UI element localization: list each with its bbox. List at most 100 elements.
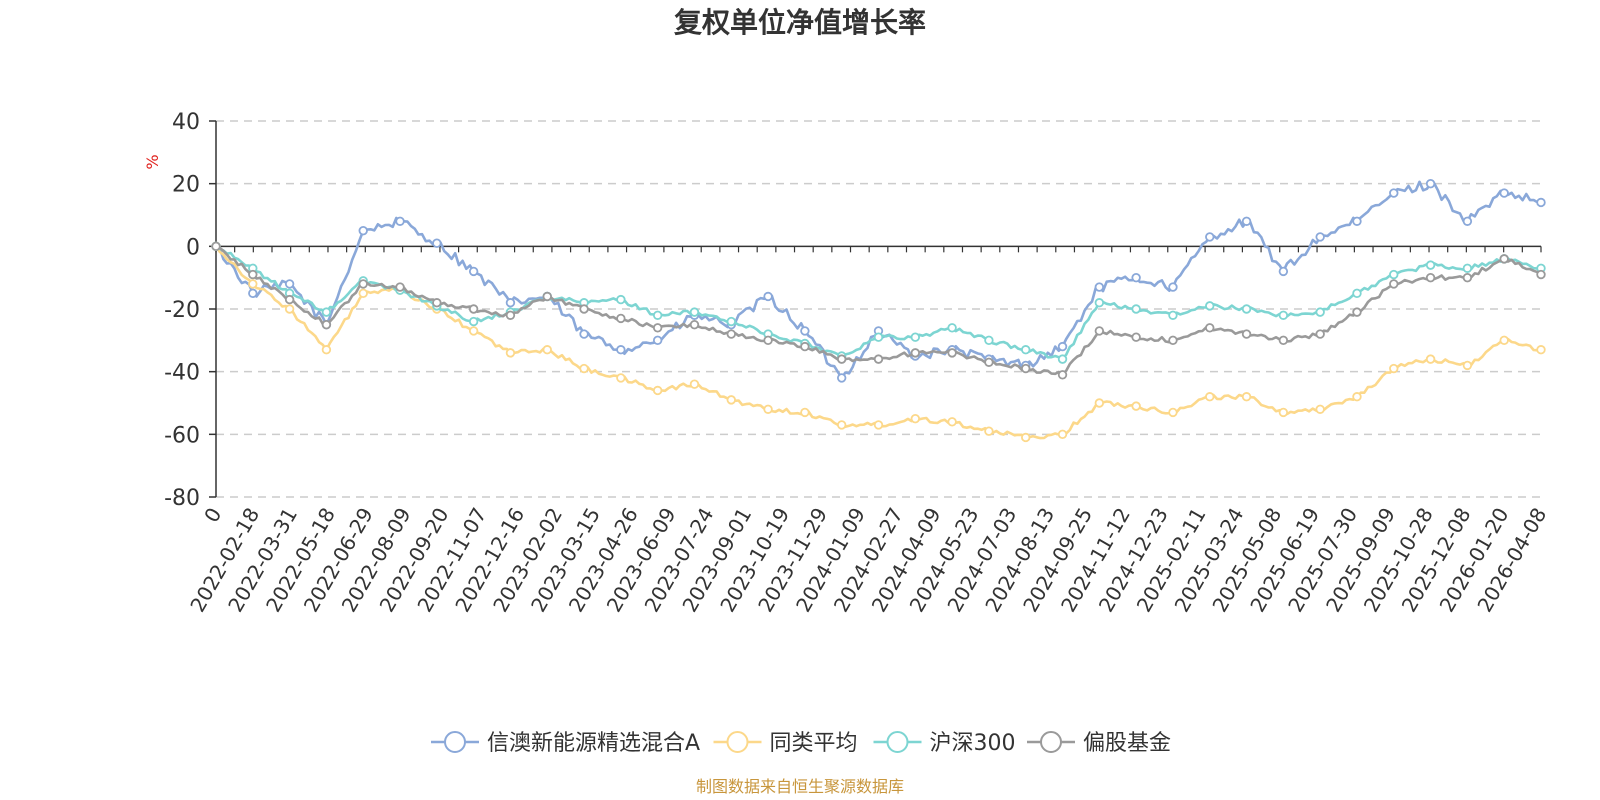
data-point[interactable] [542,291,552,302]
data-point[interactable] [1205,323,1215,333]
data-point[interactable] [800,326,810,336]
data-point[interactable] [432,298,442,308]
legend-item[interactable]: 沪深300 [873,731,1016,756]
data-point[interactable] [689,307,700,317]
data-point[interactable] [1315,329,1325,339]
data-point[interactable] [947,417,957,427]
data-point[interactable] [1278,335,1289,346]
data-point[interactable] [1057,370,1068,380]
data-point[interactable] [542,345,552,355]
data-point[interactable] [1462,216,1473,226]
data-point[interactable] [1536,345,1546,355]
legend[interactable]: 信澳新能源精选混合A 同类平均 沪深300 偏股基金 [431,731,1171,756]
data-point[interactable] [358,225,368,236]
data-point[interactable] [284,294,295,305]
data-point[interactable] [1352,216,1362,226]
data-point[interactable] [947,323,957,333]
data-point[interactable] [284,279,295,289]
data-point[interactable] [616,294,626,305]
data-point[interactable] [432,238,442,248]
legend-item[interactable]: 同类平均 [713,731,858,756]
data-point[interactable] [726,329,736,339]
data-point[interactable] [984,335,994,346]
data-point[interactable] [468,266,479,277]
data-point[interactable] [763,404,773,414]
data-point[interactable] [652,310,663,320]
data-point[interactable] [652,323,663,333]
data-point[interactable] [1462,263,1473,273]
data-point[interactable] [395,216,405,226]
data-point[interactable] [984,357,994,367]
data-point[interactable] [395,282,405,292]
data-point[interactable] [800,341,810,352]
data-point[interactable] [579,363,589,374]
data-point[interactable] [358,288,368,299]
data-point[interactable] [321,319,332,330]
data-point[interactable] [836,420,847,430]
data-point[interactable] [248,288,258,299]
data-point[interactable] [1536,269,1546,280]
data-point[interactable] [1094,398,1105,408]
legend-item[interactable]: 偏股基金 [1027,731,1171,756]
legend-item[interactable]: 信澳新能源精选混合A [431,731,700,756]
data-point[interactable] [1389,363,1399,374]
data-point[interactable] [1499,335,1509,346]
data-point[interactable] [1389,188,1399,198]
data-point[interactable] [1168,407,1178,418]
data-point[interactable] [836,354,847,364]
data-point[interactable] [1425,178,1436,189]
data-point[interactable] [947,348,957,358]
data-point[interactable] [1131,401,1141,411]
data-point[interactable] [1131,272,1141,283]
data-point[interactable] [1278,310,1289,320]
data-point[interactable] [505,310,516,320]
data-point[interactable] [1352,307,1362,317]
data-point[interactable] [726,316,736,327]
data-point[interactable] [1021,363,1031,374]
data-point[interactable] [1094,326,1105,336]
data-point[interactable] [836,373,847,383]
data-point[interactable] [1057,354,1068,364]
data-point[interactable] [1389,269,1399,280]
data-point[interactable] [1057,429,1068,440]
data-point[interactable] [321,345,332,355]
data-point[interactable] [910,332,921,342]
data-point[interactable] [763,291,773,302]
data-point[interactable] [1021,345,1031,355]
data-point[interactable] [1205,232,1215,242]
data-point[interactable] [1094,298,1105,308]
data-point[interactable] [248,269,258,280]
data-point[interactable] [284,304,295,314]
data-point[interactable] [910,348,921,358]
data-point[interactable] [1131,304,1141,314]
data-point[interactable] [1057,341,1068,352]
data-point[interactable] [1168,310,1178,320]
data-point[interactable] [616,373,626,383]
data-point[interactable] [1131,332,1141,342]
data-point[interactable] [873,420,884,430]
data-point[interactable] [1205,301,1215,311]
data-point[interactable] [468,304,479,314]
data-point[interactable] [358,279,368,289]
data-point[interactable] [1352,288,1362,299]
data-point[interactable] [1425,272,1436,283]
data-point[interactable] [1168,282,1178,292]
data-point[interactable] [1389,279,1399,289]
data-point[interactable] [873,354,884,364]
data-point[interactable] [652,335,663,346]
data-point[interactable] [763,335,773,346]
data-point[interactable] [1425,260,1436,270]
data-point[interactable] [1094,282,1105,292]
data-point[interactable] [1168,335,1178,346]
data-point[interactable] [689,379,700,389]
data-point[interactable] [616,313,626,324]
data-point[interactable] [1241,392,1252,402]
data-point[interactable] [689,319,700,330]
data-point[interactable] [211,241,221,252]
data-point[interactable] [1462,272,1473,283]
data-point[interactable] [1352,392,1362,402]
data-point[interactable] [321,307,332,317]
data-point[interactable] [1499,254,1509,264]
data-point[interactable] [1241,216,1252,226]
data-point[interactable] [984,426,994,436]
